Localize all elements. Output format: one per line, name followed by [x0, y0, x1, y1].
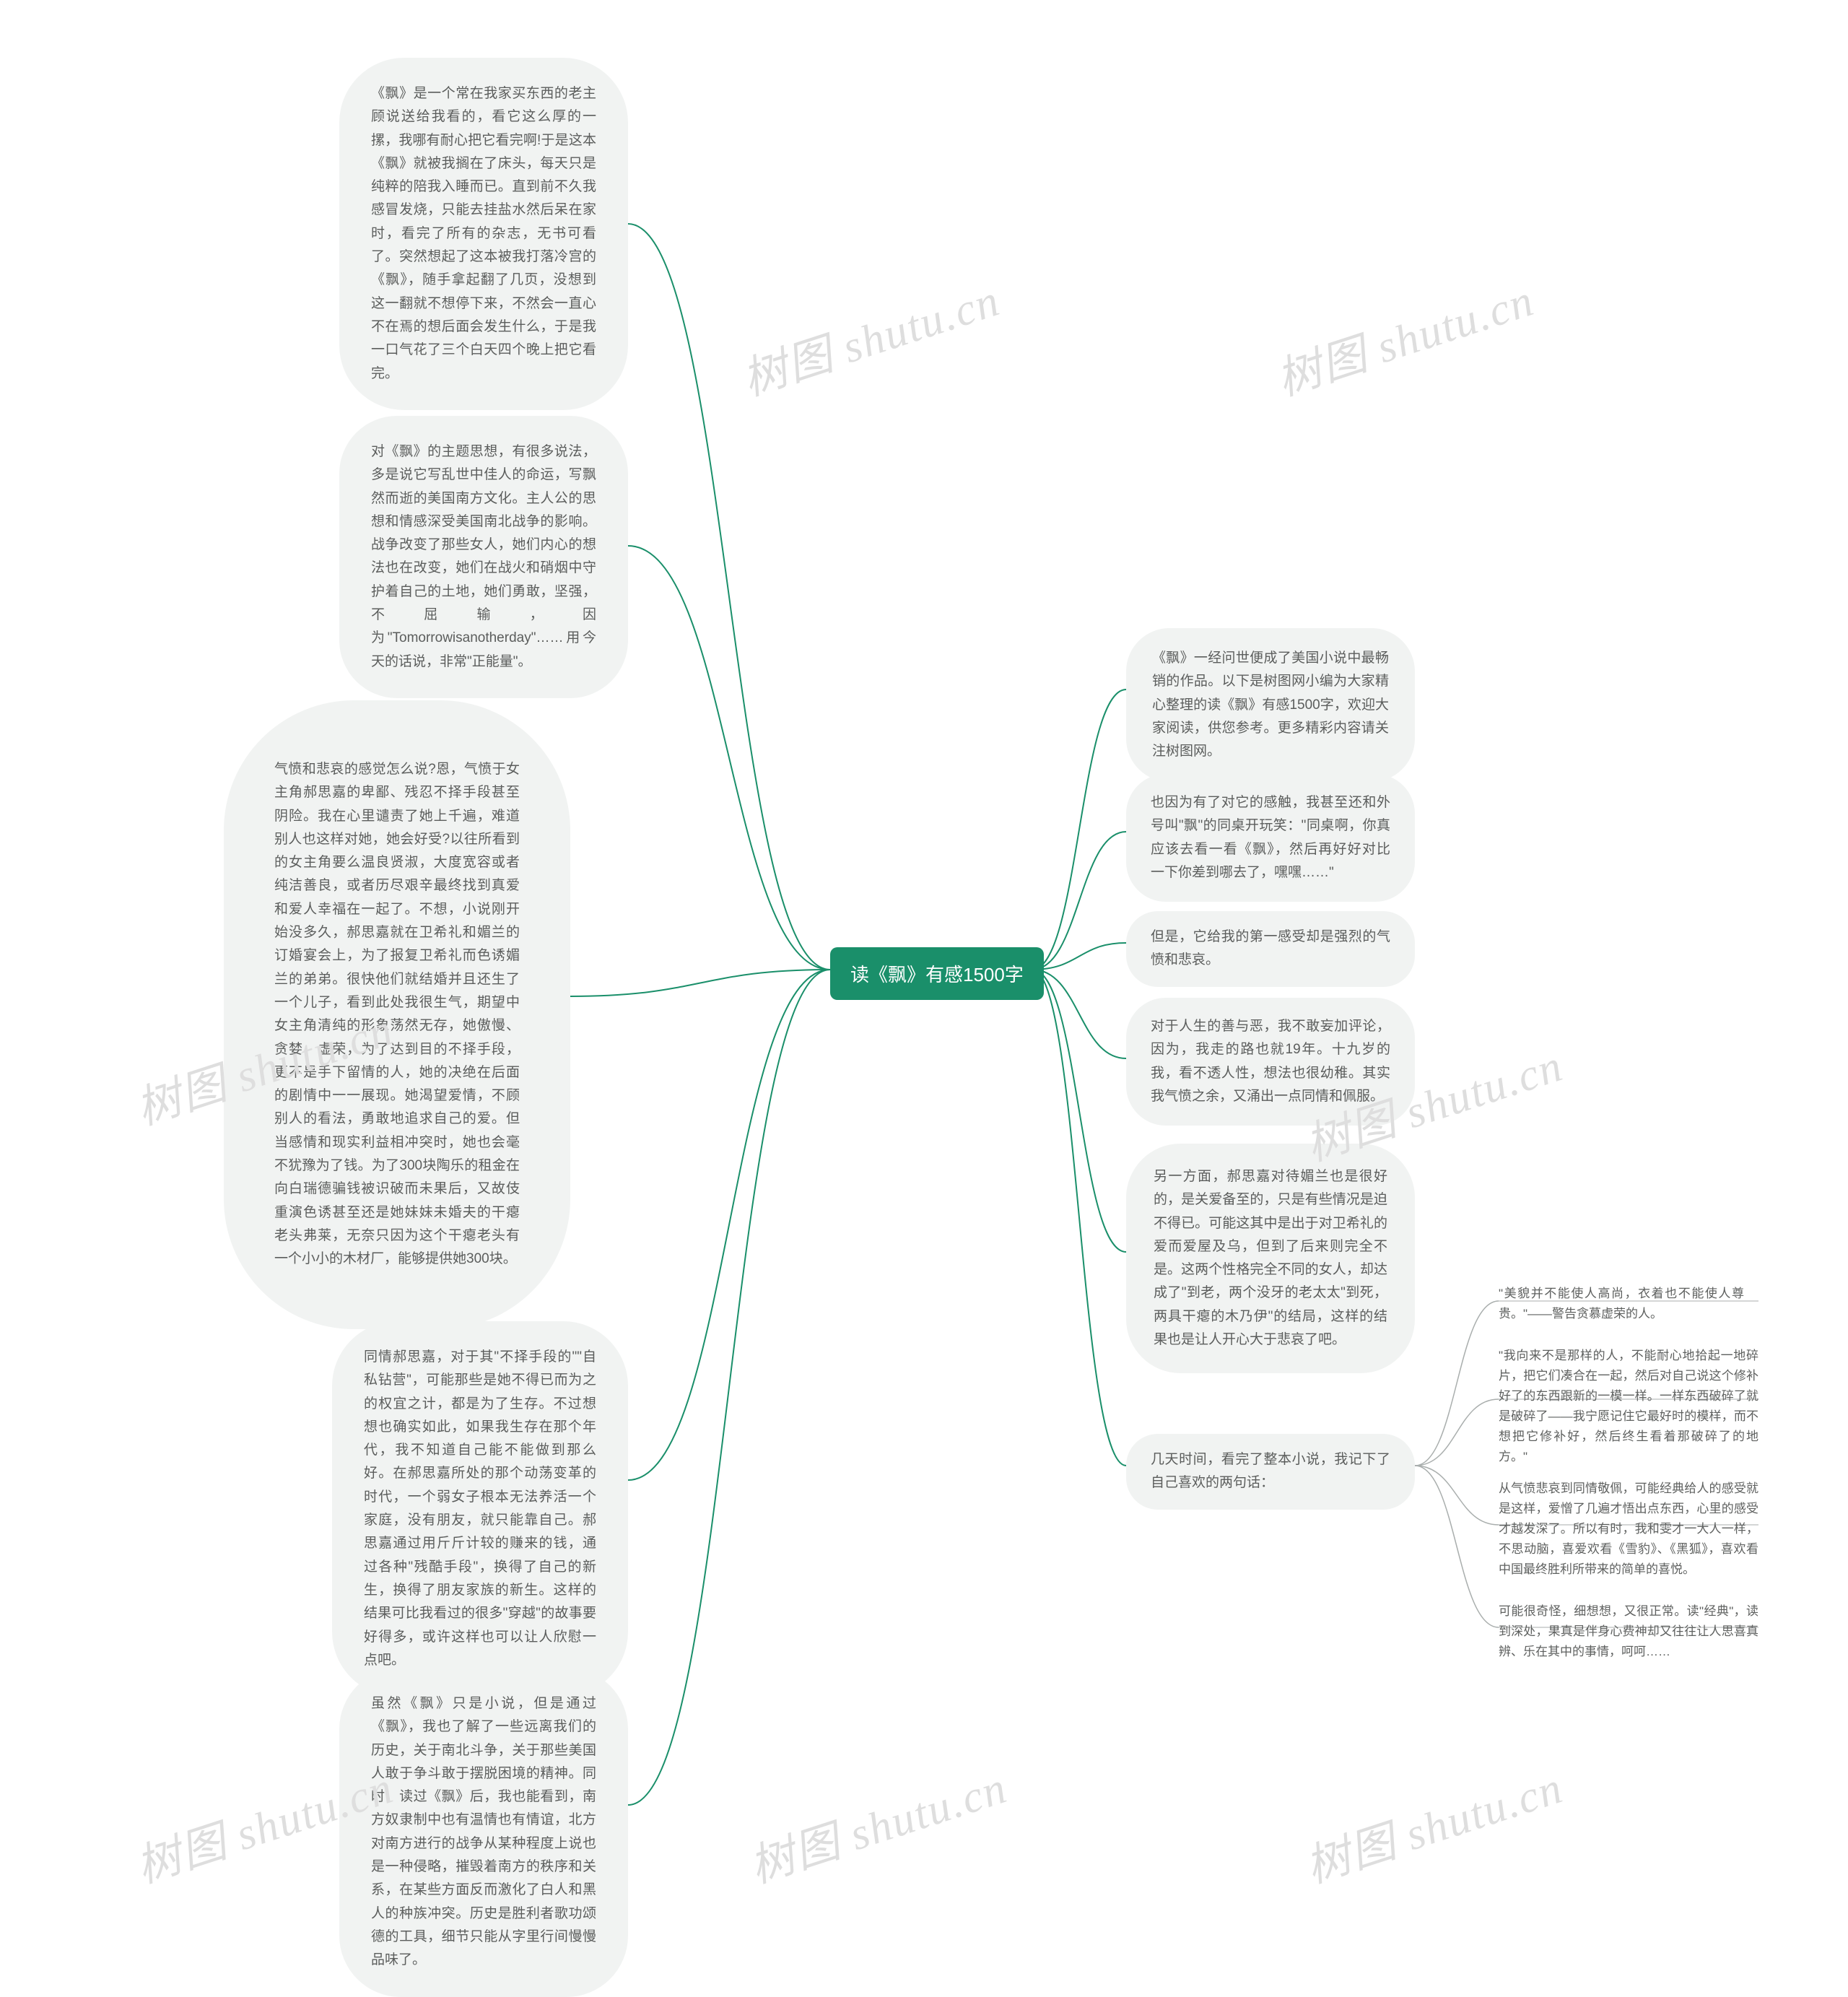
- watermark: 树图 shutu.cn: [733, 264, 1007, 408]
- node-text: 虽然《飘》只是小说，但是通过《飘》，我也了解了一些远离我们的历史，关于南北斗争，…: [371, 1696, 596, 1967]
- node-R5[interactable]: 另一方面，郝思嘉对待媚兰也是很好的，是关爱备至的，只是有些情况是迫不得已。可能这…: [1126, 1144, 1415, 1373]
- node-R1[interactable]: 《飘》一经问世便成了美国小说中最畅销的作品。以下是树图网小编为大家精心整理的读《…: [1126, 628, 1415, 782]
- node-L5[interactable]: 虽然《飘》只是小说，但是通过《飘》，我也了解了一些远离我们的历史，关于南北斗争，…: [339, 1668, 628, 1997]
- node-R4[interactable]: 对于人生的善与恶，我不敢妄加评论，因为，我走的路也就19年。十九岁的我，看不透人…: [1126, 998, 1415, 1126]
- node-L3[interactable]: 气愤和悲哀的感觉怎么说?恩，气愤于女主角郝思嘉的卑鄙、残忍不择手段甚至阴险。我在…: [224, 700, 570, 1329]
- node-L1[interactable]: 《飘》是一个常在我家买东西的老主顾说送给我看的，看它这么厚的一摞，我哪有耐心把它…: [339, 58, 628, 410]
- node-R2[interactable]: 也因为有了对它的感触，我甚至还和外号叫"飘"的同桌开玩笑："同桌啊，你真应该去看…: [1126, 774, 1415, 902]
- leaf-LF4[interactable]: 可能很奇怪，细想想，又很正常。读"经典"，读到深处，果真是伴身心费神却又往往让人…: [1499, 1601, 1758, 1662]
- watermark: 树图 shutu.cn: [740, 1751, 1014, 1895]
- node-text: 对于人生的善与恶，我不敢妄加评论，因为，我走的路也就19年。十九岁的我，看不透人…: [1151, 1019, 1390, 1104]
- mindmap-canvas: 读《飘》有感1500字 《飘》是一个常在我家买东西的老主顾说送给我看的，看它这么…: [0, 0, 1848, 1930]
- node-text: 也因为有了对它的感触，我甚至还和外号叫"飘"的同桌开玩笑："同桌啊，你真应该去看…: [1151, 795, 1390, 880]
- node-L4[interactable]: 同情郝思嘉，对于其"不择手段的""自私钻营"，可能那些是她不得已而为之的权宜之计…: [332, 1321, 628, 1697]
- node-L2[interactable]: 对《飘》的主题思想，有很多说法，多是说它写乱世中佳人的命运，写飘然而逝的美国南方…: [339, 416, 628, 698]
- node-text: 但是，它给我的第一感受却是强烈的气愤和悲哀。: [1151, 929, 1390, 967]
- watermark: 树图 shutu.cn: [1267, 264, 1541, 408]
- node-R3[interactable]: 但是，它给我的第一感受却是强烈的气愤和悲哀。: [1126, 911, 1415, 987]
- node-text: 对《飘》的主题思想，有很多说法，多是说它写乱世中佳人的命运，写飘然而逝的美国南方…: [371, 444, 596, 669]
- leaf-text: 从气愤悲哀到同情敬佩，可能经典给人的感受就是这样，爱憎了几遍才悟出点东西，心里的…: [1499, 1482, 1758, 1576]
- leaf-LF2[interactable]: "我向来不是那样的人，不能耐心地拾起一地碎片，把它们凑合在一起，然后对自己说这个…: [1499, 1346, 1758, 1467]
- watermark: 树图 shutu.cn: [1296, 1751, 1570, 1895]
- node-text: 几天时间，看完了整本小说，我记下了自己喜欢的两句话：: [1151, 1452, 1390, 1490]
- center-topic[interactable]: 读《飘》有感1500字: [830, 947, 1044, 1000]
- leaf-text: "美貌并不能使人高尚，衣着也不能使人尊贵。"——警告贪慕虚荣的人。: [1499, 1287, 1744, 1321]
- leaf-text: "我向来不是那样的人，不能耐心地拾起一地碎片，把它们凑合在一起，然后对自己说这个…: [1499, 1349, 1758, 1463]
- node-text: 《飘》一经问世便成了美国小说中最畅销的作品。以下是树图网小编为大家精心整理的读《…: [1152, 651, 1389, 759]
- node-text: 气愤和悲哀的感觉怎么说?恩，气愤于女主角郝思嘉的卑鄙、残忍不择手段甚至阴险。我在…: [274, 762, 520, 1266]
- leaf-LF1[interactable]: "美貌并不能使人高尚，衣着也不能使人尊贵。"——警告贪慕虚荣的人。: [1499, 1284, 1744, 1324]
- node-text: 《飘》是一个常在我家买东西的老主顾说送给我看的，看它这么厚的一摞，我哪有耐心把它…: [371, 86, 596, 381]
- node-R6[interactable]: 几天时间，看完了整本小说，我记下了自己喜欢的两句话：: [1126, 1434, 1415, 1510]
- node-text: 另一方面，郝思嘉对待媚兰也是很好的，是关爱备至的，只是有些情况是迫不得已。可能这…: [1154, 1169, 1387, 1347]
- node-text: 同情郝思嘉，对于其"不择手段的""自私钻营"，可能那些是她不得已而为之的权宜之计…: [364, 1349, 596, 1668]
- leaf-LF3[interactable]: 从气愤悲哀到同情敬佩，可能经典给人的感受就是这样，爱憎了几遍才悟出点东西，心里的…: [1499, 1479, 1758, 1580]
- leaf-text: 可能很奇怪，细想想，又很正常。读"经典"，读到深处，果真是伴身心费神却又往往让人…: [1499, 1604, 1758, 1658]
